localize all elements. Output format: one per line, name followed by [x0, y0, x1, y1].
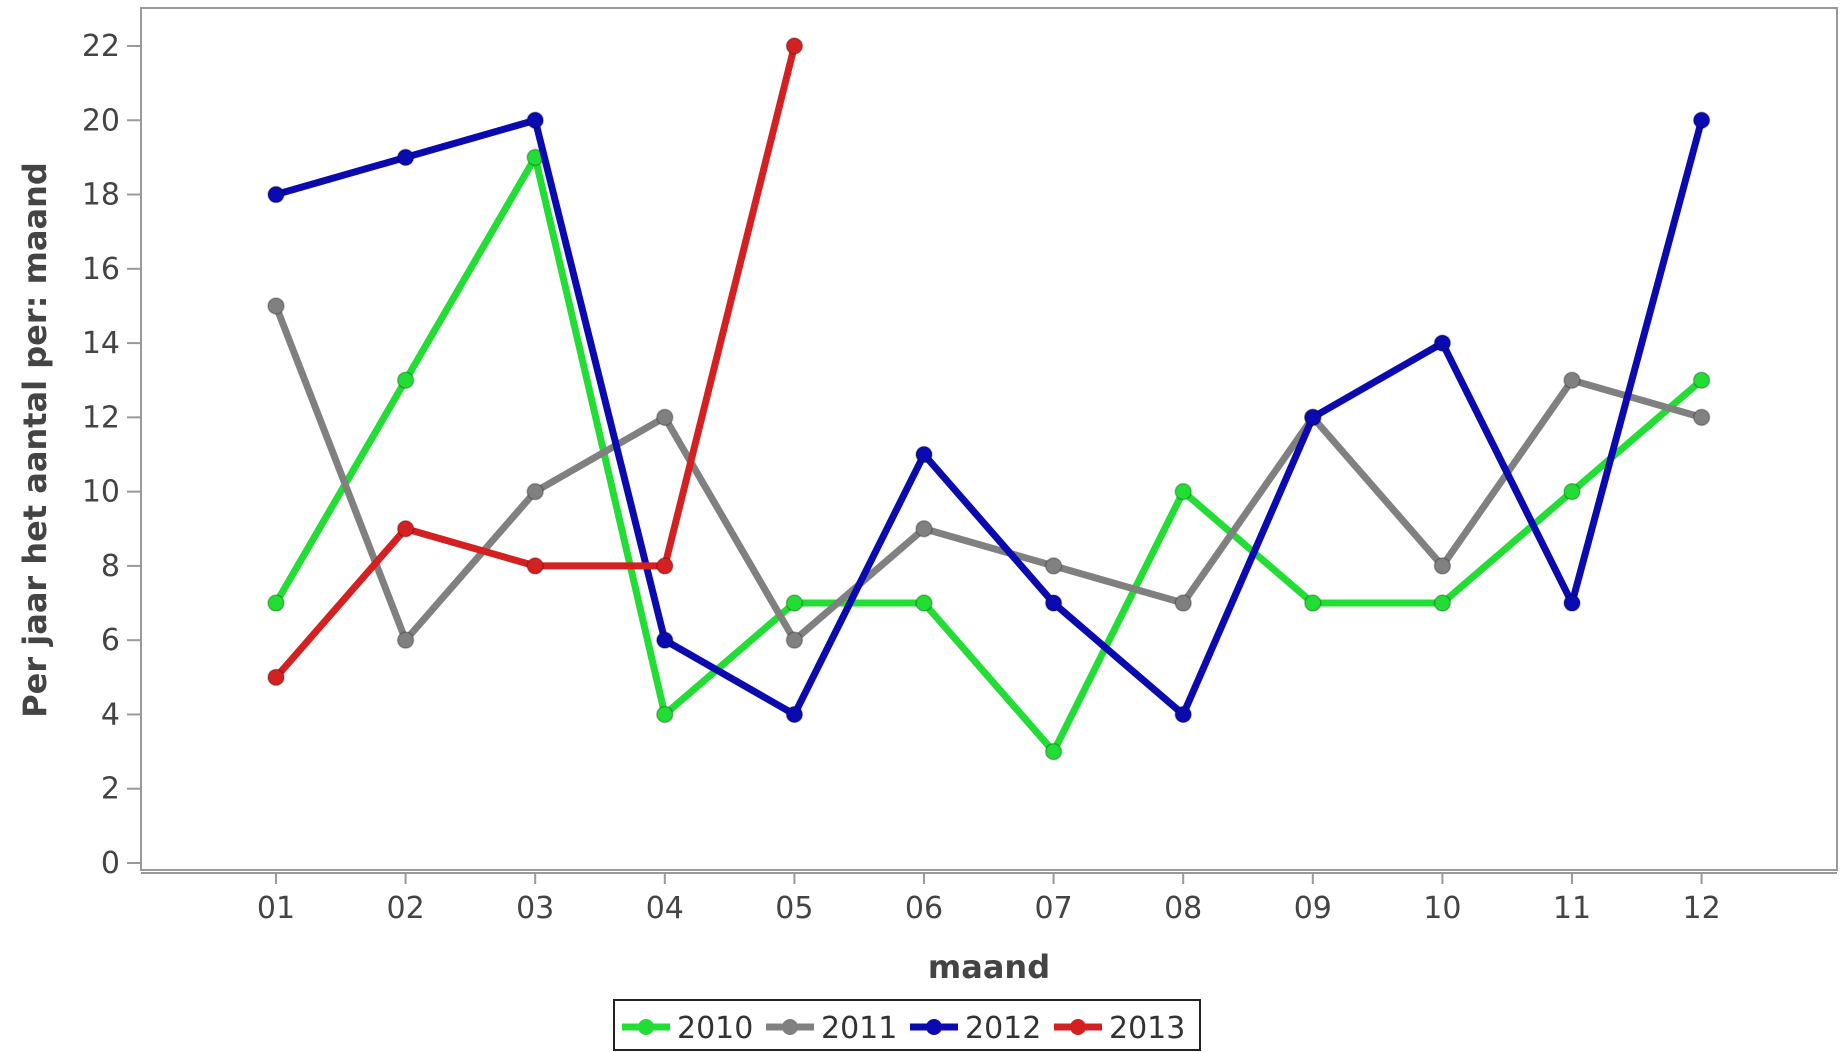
legend-item: 2011: [766, 1011, 897, 1046]
x-tick-label: 06: [905, 891, 943, 926]
legend-label: 2011: [821, 1011, 897, 1046]
plot-area: [140, 7, 1838, 871]
data-point: [267, 594, 285, 612]
legend-box: [613, 999, 1201, 1051]
y-tick-label: 22: [82, 29, 120, 64]
data-point: [1563, 371, 1581, 389]
series-2012: [267, 111, 1711, 724]
legend-item: 2012: [910, 1011, 1041, 1046]
x-tick-label: 11: [1553, 891, 1591, 926]
data-point: [396, 371, 415, 389]
data-point: [656, 705, 674, 724]
y-tick-label: 10: [82, 475, 120, 510]
legend: 2010 2011 2012 2013: [613, 999, 1201, 1051]
data-point: [267, 668, 285, 687]
series-line: [272, 116, 1706, 718]
data-point: [785, 705, 804, 724]
data-point: [1692, 111, 1711, 130]
legend-swatch-marker: [926, 1019, 942, 1035]
data-point: [1044, 742, 1063, 761]
data-point: [1304, 594, 1322, 612]
data-point: [1433, 594, 1452, 612]
x-axis-ticks: 01 02 03 04 05 06 07 08 09 10 11 12: [257, 873, 1721, 926]
data-point: [915, 520, 933, 538]
legend-items: 2010 2011 2012 2013: [622, 1011, 1185, 1046]
legend-label: 2012: [965, 1011, 1041, 1046]
x-tick-label: 05: [775, 891, 813, 926]
data-point: [267, 185, 285, 204]
y-tick-label: 2: [101, 772, 120, 807]
data-point: [526, 111, 544, 130]
data-point: [1433, 334, 1452, 352]
x-tick-label: 07: [1035, 891, 1073, 926]
series-2013: [267, 37, 804, 687]
x-tick-label: 12: [1683, 891, 1721, 926]
legend-item: 2010: [622, 1011, 753, 1046]
legend-swatch-marker: [782, 1019, 798, 1035]
data-point: [1174, 594, 1192, 612]
data-point: [1174, 482, 1192, 501]
data-point: [1563, 482, 1581, 501]
x-tick-label: 01: [257, 891, 295, 926]
x-tick-label: 09: [1294, 891, 1332, 926]
series-line: [272, 153, 1706, 756]
data-point: [785, 37, 804, 55]
data-point: [1044, 594, 1063, 612]
y-tick-label: 16: [82, 252, 120, 287]
legend-item: 2013: [1054, 1011, 1185, 1046]
x-tick-label: 10: [1423, 891, 1461, 926]
legend-swatch-marker: [1070, 1019, 1086, 1035]
series-layer: [267, 37, 1711, 761]
y-axis-ticks: 0 2 4 6 8 10 12 14 16 18 20 22: [82, 29, 141, 881]
data-point: [785, 631, 804, 649]
y-axis-title: Per jaar het aantal per: maand: [16, 162, 54, 718]
data-point: [1433, 557, 1452, 575]
x-tick-label: 04: [646, 891, 684, 926]
x-tick-label: 02: [387, 891, 425, 926]
legend-label: 2010: [677, 1011, 753, 1046]
data-point: [1304, 408, 1322, 427]
data-point: [1044, 557, 1063, 575]
y-tick-label: 0: [101, 846, 120, 881]
y-tick-label: 20: [82, 103, 120, 138]
data-point: [1692, 371, 1711, 389]
y-tick-label: 12: [82, 400, 120, 435]
data-point: [396, 631, 415, 649]
data-point: [396, 148, 415, 167]
data-point: [526, 557, 544, 575]
legend-swatch-marker: [638, 1019, 654, 1035]
data-point: [656, 631, 674, 649]
data-point: [1692, 408, 1711, 427]
data-point: [396, 520, 415, 538]
y-tick-label: 14: [82, 326, 120, 361]
series-2010: [267, 148, 1711, 761]
data-point: [915, 594, 933, 612]
y-tick-label: 18: [82, 178, 120, 213]
y-tick-label: 6: [101, 623, 120, 658]
y-tick-label: 8: [101, 549, 120, 584]
data-point: [267, 297, 285, 315]
data-point: [915, 445, 933, 464]
x-axis-title: maand: [928, 948, 1050, 986]
series-line: [272, 302, 1706, 644]
data-point: [526, 482, 544, 501]
series-2011: [267, 297, 1711, 649]
data-point: [656, 557, 674, 575]
data-point: [785, 594, 804, 612]
legend-label: 2013: [1109, 1011, 1185, 1046]
x-tick-label: 03: [516, 891, 554, 926]
data-point: [1174, 705, 1192, 724]
data-point: [1563, 594, 1581, 612]
y-tick-label: 4: [101, 697, 120, 732]
x-tick-label: 08: [1164, 891, 1202, 926]
data-point: [656, 408, 674, 427]
